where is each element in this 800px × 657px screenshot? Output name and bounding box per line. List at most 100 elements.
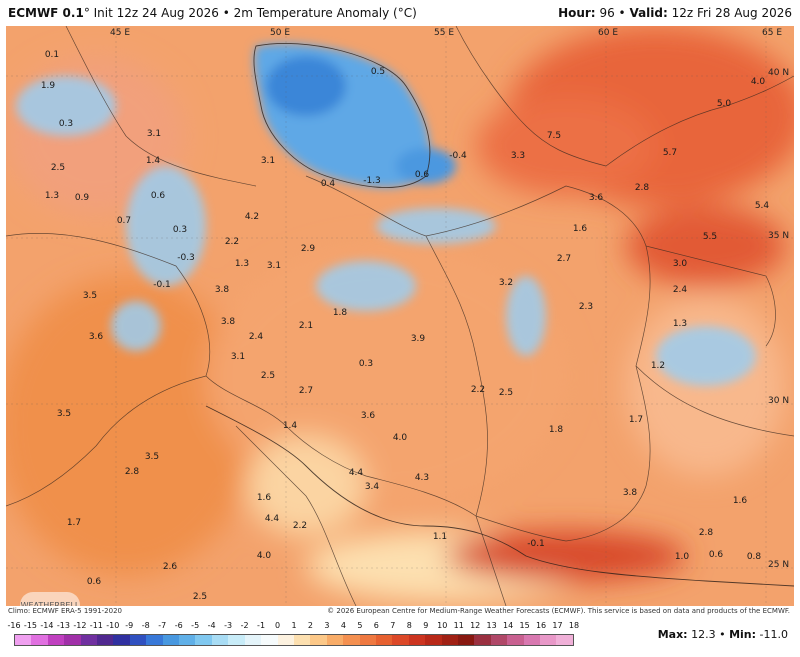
anomaly-value-label: 5.5	[702, 232, 718, 242]
legend-swatch	[441, 635, 458, 645]
grid-label-35n: 35 N	[768, 231, 790, 241]
legend-swatch	[15, 635, 32, 645]
anomaly-value-label: 4.4	[348, 468, 364, 478]
anomaly-value-label: 2.2	[224, 237, 240, 247]
hour-value: 96	[599, 6, 615, 20]
anomaly-value-label: 0.8	[746, 552, 762, 562]
lat-lon-grid	[6, 26, 794, 606]
anomaly-value-label: 3.8	[622, 488, 638, 498]
legend-tick-label: 11	[453, 621, 464, 630]
anomaly-value-label: 2.2	[470, 385, 486, 395]
color-legend: -16 -15 -14 -13 -12 -11 -10 -9 -8 -7 -6 -5 -4 -3 -2 -1 0…	[7, 620, 579, 654]
anomaly-value-label: 0.9	[74, 193, 90, 203]
anomaly-value-label: 7.5	[546, 131, 562, 141]
anomaly-value-label: 2.5	[260, 371, 276, 381]
anomaly-value-label: 0.7	[116, 216, 132, 226]
anomaly-value-label: 1.4	[282, 421, 298, 431]
legend-tick-label: -7	[158, 621, 167, 630]
max-label: Max:	[657, 628, 688, 641]
anomaly-value-label: 0.6	[708, 550, 724, 560]
legend-tick-label: -4	[207, 621, 216, 630]
anomaly-value-label: 0.6	[414, 170, 430, 180]
anomaly-value-label: 3.1	[260, 156, 276, 166]
anomaly-value-label: 5.7	[662, 148, 678, 158]
run-info: ° Init 12z 24 Aug 2026	[83, 6, 219, 20]
anomaly-value-label: 2.9	[300, 244, 316, 254]
legend-swatch	[47, 635, 65, 645]
anomaly-value-label: -1.3	[363, 176, 381, 186]
anomaly-value-label: 1.1	[432, 532, 448, 542]
anomaly-value-label: 4.0	[750, 77, 766, 87]
legend-swatch	[392, 635, 409, 645]
anomaly-value-label: -0.4	[449, 151, 467, 161]
anomaly-value-label: 3.6	[588, 193, 604, 203]
legend-tick-label: 15	[519, 621, 530, 630]
anomaly-value-label: 1.8	[332, 308, 348, 318]
anomaly-value-label: 0.5	[370, 67, 386, 77]
legend-colorbar	[14, 634, 574, 646]
anomaly-value-label: 3.5	[56, 409, 72, 419]
valid-value: 12z Fri 28 Aug 2026	[671, 6, 792, 20]
legend-tick-label: -12	[73, 621, 87, 630]
grid-label-40n: 40 N	[768, 68, 790, 78]
legend-tick-label: -6	[174, 621, 183, 630]
grid-label-30n: 30 N	[768, 396, 790, 406]
anomaly-value-label: 0.6	[86, 577, 102, 587]
anomaly-value-label: 2.8	[698, 528, 714, 538]
anomaly-value-label: 1.6	[732, 496, 748, 506]
anomaly-value-label: 1.8	[548, 425, 564, 435]
anomaly-value-label: 2.8	[124, 467, 140, 477]
legend-swatch	[556, 635, 573, 645]
anomaly-value-label: 3.8	[220, 317, 236, 327]
anomaly-value-label: 1.7	[66, 518, 82, 528]
anomaly-value-label: 3.6	[360, 411, 376, 421]
legend-swatch	[474, 635, 491, 645]
legend-swatch	[326, 635, 344, 645]
legend-tick-label: -11	[89, 621, 103, 630]
legend-swatch	[457, 635, 475, 645]
climo-credit: Climo: ECMWF ERA-5 1991-2020	[8, 607, 122, 615]
legend-swatch	[277, 635, 294, 645]
legend-swatch	[146, 635, 163, 645]
legend-tick-label: -15	[23, 621, 38, 630]
legend-labels: -16 -15 -14 -13 -12 -11 -10 -9 -8 -7 -6 -5 -4 -3 -2 -1 0…	[7, 620, 579, 632]
legend-swatch	[425, 635, 442, 645]
separator-2: •	[618, 6, 626, 20]
anomaly-value-label: 2.7	[556, 254, 572, 264]
anomaly-value-label: 2.6	[162, 562, 178, 572]
legend-tick-label: 10	[437, 621, 448, 630]
legend-swatch	[31, 635, 48, 645]
anomaly-value-label: 2.5	[192, 592, 208, 602]
anomaly-value-label: -0.1	[527, 539, 545, 549]
legend-swatch	[80, 635, 98, 645]
legend-tick-label: -3	[224, 621, 233, 630]
legend-swatch	[261, 635, 278, 645]
legend-tick-label: 8	[406, 621, 412, 630]
anomaly-value-label: 3.5	[144, 452, 160, 462]
anomaly-value-label: 1.7	[628, 415, 644, 425]
anomaly-value-label: 3.1	[266, 261, 282, 271]
legend-tick-label: 7	[390, 621, 396, 630]
legend-tick-label: -5	[191, 621, 200, 630]
legend-tick-label: 13	[486, 621, 497, 630]
anomaly-value-label: 3.2	[498, 278, 514, 288]
legend-swatch	[129, 635, 147, 645]
legend-swatch	[228, 635, 245, 645]
anomaly-value-label: 1.3	[672, 319, 688, 329]
anomaly-value-label: 1.0	[674, 552, 690, 562]
anomaly-value-label: 1.6	[572, 224, 588, 234]
legend-tick-label: 14	[503, 621, 514, 630]
legend-tick-label: 12	[470, 621, 481, 630]
hour-label: Hour:	[558, 6, 596, 20]
anomaly-value-label: 2.2	[292, 521, 308, 531]
legend-swatch	[375, 635, 393, 645]
legend-swatch	[343, 635, 360, 645]
header-valid: Hour: 96 • Valid: 12z Fri 28 Aug 2026	[558, 6, 792, 20]
anomaly-value-label: 5.4	[754, 201, 770, 211]
anomaly-value-label: 3.5	[82, 291, 98, 301]
anomaly-value-label: 1.2	[650, 361, 666, 371]
anomaly-value-label: 1.4	[145, 156, 161, 166]
legend-tick-label: -10	[106, 621, 120, 630]
map-header: ECMWF 0.1° Init 12z 24 Aug 2026 • 2m Tem…	[0, 0, 800, 26]
legend-swatch	[179, 635, 196, 645]
